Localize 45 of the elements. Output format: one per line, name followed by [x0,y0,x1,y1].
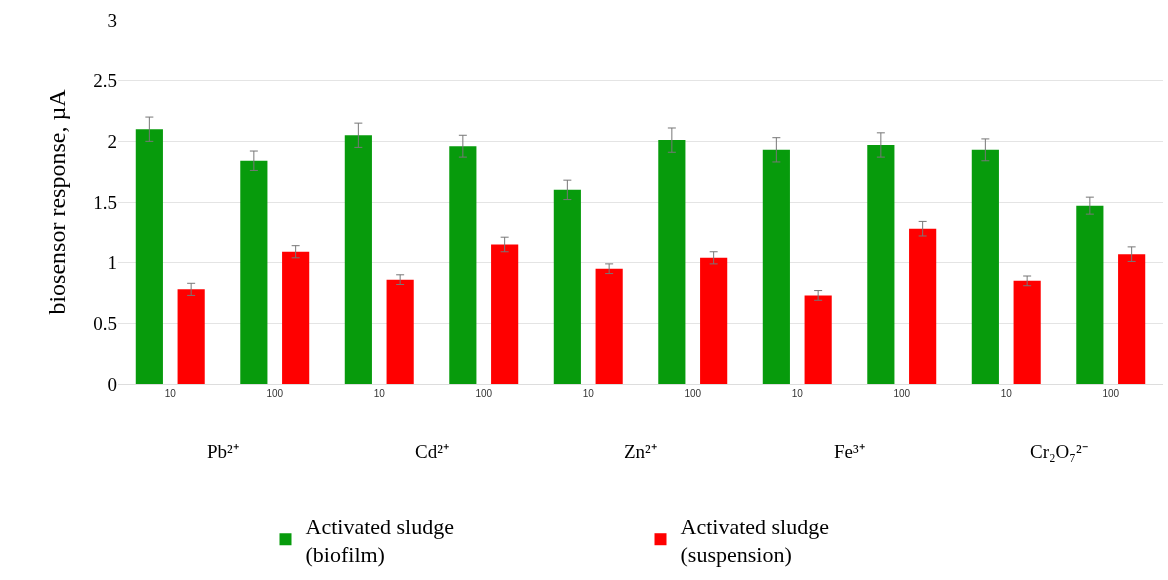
x-tick-label: 10 [791,388,804,399]
bar [762,149,790,384]
x-tick-label: 100 [893,388,911,399]
text: Cr₂O₇²⁻ [1030,441,1088,462]
bar [344,135,372,384]
bar [240,160,268,384]
y-tick-label: 1 [107,252,117,274]
y-tick-label: 0 [107,373,117,395]
y-tick-label: 3 [107,9,117,31]
y-tick-label: 2 [107,130,117,152]
y-axis-title: biosensor response, µA [44,88,71,315]
bar [553,189,581,384]
y-tick-label: 1.5 [93,191,117,213]
bar [491,244,519,384]
bar [595,268,623,384]
y-tick-label: 0.5 [93,312,117,334]
bar [804,295,832,384]
bar [449,146,477,384]
bar [658,140,686,384]
bar [909,228,937,384]
bar [1013,280,1041,384]
x-tick-label: 100 [475,388,493,399]
x-tick-label: 10 [373,388,386,399]
x-tick-label: 10 [1000,388,1013,399]
text: Fe³⁺ [834,441,865,462]
y-tick-label: 2.5 [93,70,117,92]
x-tick-label: 100 [266,388,284,399]
bar [1076,205,1104,384]
text: Zn²⁺ [624,441,657,462]
bar [971,149,999,384]
bar [386,279,414,384]
bar [177,289,205,384]
bar [135,129,163,384]
legend-label: Activated sludge (biofilm) [305,513,454,568]
text: Pb²⁺ [207,441,239,462]
bar [1118,254,1146,384]
bar [867,144,895,384]
bar [282,251,310,384]
legend-label: Activated sludge (suspension) [680,513,829,568]
bar [700,257,728,384]
x-tick-label: 10 [582,388,595,399]
text: Cd²⁺ [415,441,449,462]
x-tick-label: 10 [164,388,177,399]
x-tick-label: 100 [684,388,702,399]
x-tick-label: 100 [1102,388,1120,399]
